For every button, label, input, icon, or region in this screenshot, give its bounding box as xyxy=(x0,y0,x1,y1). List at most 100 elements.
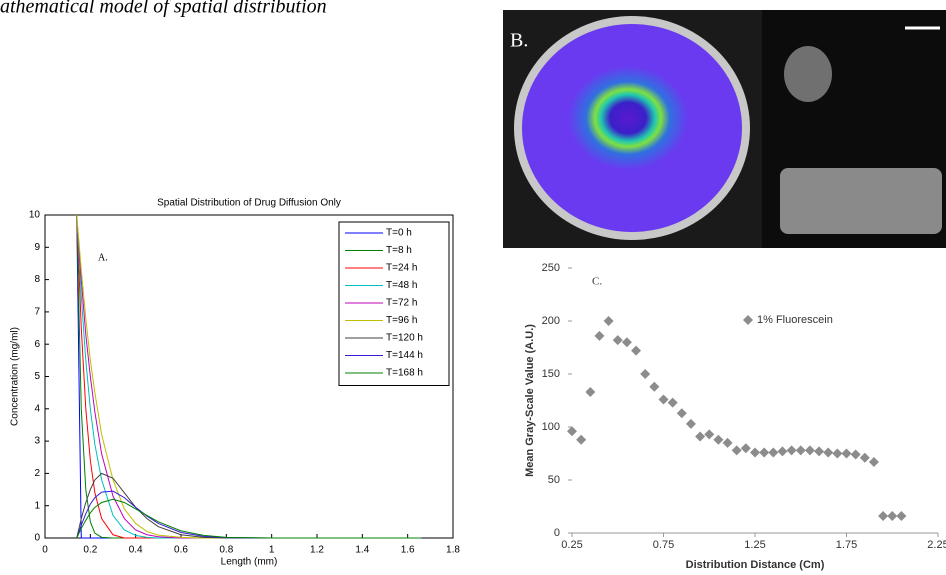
data-point xyxy=(621,337,632,348)
y-tick-label: 6 xyxy=(34,339,40,350)
data-point xyxy=(832,448,843,459)
top-view-disc xyxy=(784,46,832,102)
data-point xyxy=(896,511,907,522)
y-tick-label: 5 xyxy=(34,371,40,382)
y-tick-label: 0 xyxy=(34,533,40,544)
legend-label: T=120 h xyxy=(386,333,423,344)
data-point xyxy=(722,437,733,448)
legend-label: T=0 h xyxy=(386,228,412,239)
x-tick-label: 0.25 xyxy=(561,539,582,551)
data-point xyxy=(704,429,715,440)
data-point xyxy=(841,448,852,459)
legend-label: T=168 h xyxy=(386,368,423,379)
y-tick-label: 1 xyxy=(34,500,40,511)
y-tick-label: 100 xyxy=(542,421,560,433)
y-tick-label: 3 xyxy=(34,436,40,447)
data-point xyxy=(868,456,879,467)
series-line xyxy=(76,472,422,539)
data-point xyxy=(759,447,770,458)
y-tick-label: 7 xyxy=(34,307,40,318)
heat-core xyxy=(568,66,688,170)
panel-label: C. xyxy=(592,276,602,288)
data-point xyxy=(814,446,825,457)
x-axis-label: Distribution Distance (Cm) xyxy=(686,559,825,571)
y-axis-label: Mean Gray-Scale Value (A.U.) xyxy=(524,324,536,477)
data-point xyxy=(631,345,642,356)
data-point xyxy=(685,418,696,429)
x-tick-label: 1.6 xyxy=(401,545,415,556)
data-point xyxy=(576,434,587,445)
x-tick-label: 2.25 xyxy=(927,539,946,551)
panel-b-image: B. xyxy=(503,10,946,248)
x-tick-label: 0.75 xyxy=(653,539,674,551)
data-point xyxy=(740,443,751,454)
data-point xyxy=(603,316,614,326)
data-point xyxy=(658,394,669,405)
legend-label: T=8 h xyxy=(386,245,412,256)
y-tick-label: 50 xyxy=(548,474,560,486)
data-point xyxy=(823,447,834,458)
legend-label: T=96 h xyxy=(386,315,417,326)
series-line xyxy=(76,490,422,539)
y-tick-label: 0 xyxy=(554,527,560,539)
data-point xyxy=(859,452,870,463)
x-tick-label: 1.8 xyxy=(446,545,460,556)
chart-c: 0.25 0.75 1.25 1.75 2.25 0 50 100 150 200 250 Distr… xyxy=(524,262,946,571)
data-point xyxy=(667,397,678,408)
chart-a: 0 0.2 0.4 0.6 0.8 1 1.2 1.4 1.6 1.8 0 1 2 3 4 5 6 7 8 9 10 Sp… xyxy=(10,198,461,568)
series-line xyxy=(76,498,422,539)
side-view-cylinder xyxy=(780,168,942,234)
x-tick-label: 1.25 xyxy=(744,539,765,551)
panel-label: A. xyxy=(98,252,108,263)
legend-label: T=144 h xyxy=(386,350,423,361)
data-point xyxy=(795,445,806,456)
chart-title: Spatial Distribution of Drug Diffusion O… xyxy=(157,198,341,209)
data-point xyxy=(804,445,815,456)
data-point xyxy=(850,449,861,460)
y-axis-label: Concentration (mg/ml) xyxy=(10,327,21,426)
data-point xyxy=(585,387,596,398)
x-tick-label: 1.2 xyxy=(310,545,324,556)
legend-label: T=24 h xyxy=(386,263,417,274)
data-point xyxy=(713,434,724,445)
data-point xyxy=(887,511,898,522)
y-tick-label: 9 xyxy=(34,242,40,253)
data-point xyxy=(878,511,889,522)
legend-label: T=72 h xyxy=(386,298,417,309)
legend-label: 1% Fluorescein xyxy=(757,314,833,326)
x-axis-label: Length (mm) xyxy=(221,557,278,568)
x-tick-label: 1 xyxy=(269,545,275,556)
y-tick-label: 150 xyxy=(542,368,560,380)
x-tick-label: 0.6 xyxy=(174,545,188,556)
data-point xyxy=(567,426,577,437)
caption: athematical model of spatial distributio… xyxy=(0,0,327,18)
data-point xyxy=(786,445,797,456)
y-tick-label: 200 xyxy=(542,315,560,327)
y-tick-label: 8 xyxy=(34,274,40,285)
y-tick-label: 4 xyxy=(34,403,40,414)
data-point xyxy=(649,381,660,392)
legend-label: T=48 h xyxy=(386,280,417,291)
x-tick-label: 0.8 xyxy=(219,545,233,556)
legend-marker xyxy=(743,315,753,325)
data-point xyxy=(612,335,623,346)
x-tick-label: 1.4 xyxy=(355,545,369,556)
x-tick-label: 0 xyxy=(42,545,48,556)
panel-label: B. xyxy=(510,30,528,52)
legend-box xyxy=(338,221,450,386)
data-point xyxy=(594,330,605,341)
data-point xyxy=(750,447,760,458)
x-tick-label: 0.4 xyxy=(129,545,143,556)
x-tick-label: 1.75 xyxy=(836,539,857,551)
data-point xyxy=(640,369,651,379)
y-tick-label: 10 xyxy=(29,210,41,221)
data-point xyxy=(777,446,788,457)
data-point xyxy=(695,431,706,442)
data-point xyxy=(676,408,687,419)
data-point xyxy=(768,447,779,458)
y-tick-label: 2 xyxy=(34,468,40,479)
x-tick-label: 0.2 xyxy=(83,545,97,556)
y-tick-label: 250 xyxy=(542,262,560,274)
data-point xyxy=(731,445,742,456)
